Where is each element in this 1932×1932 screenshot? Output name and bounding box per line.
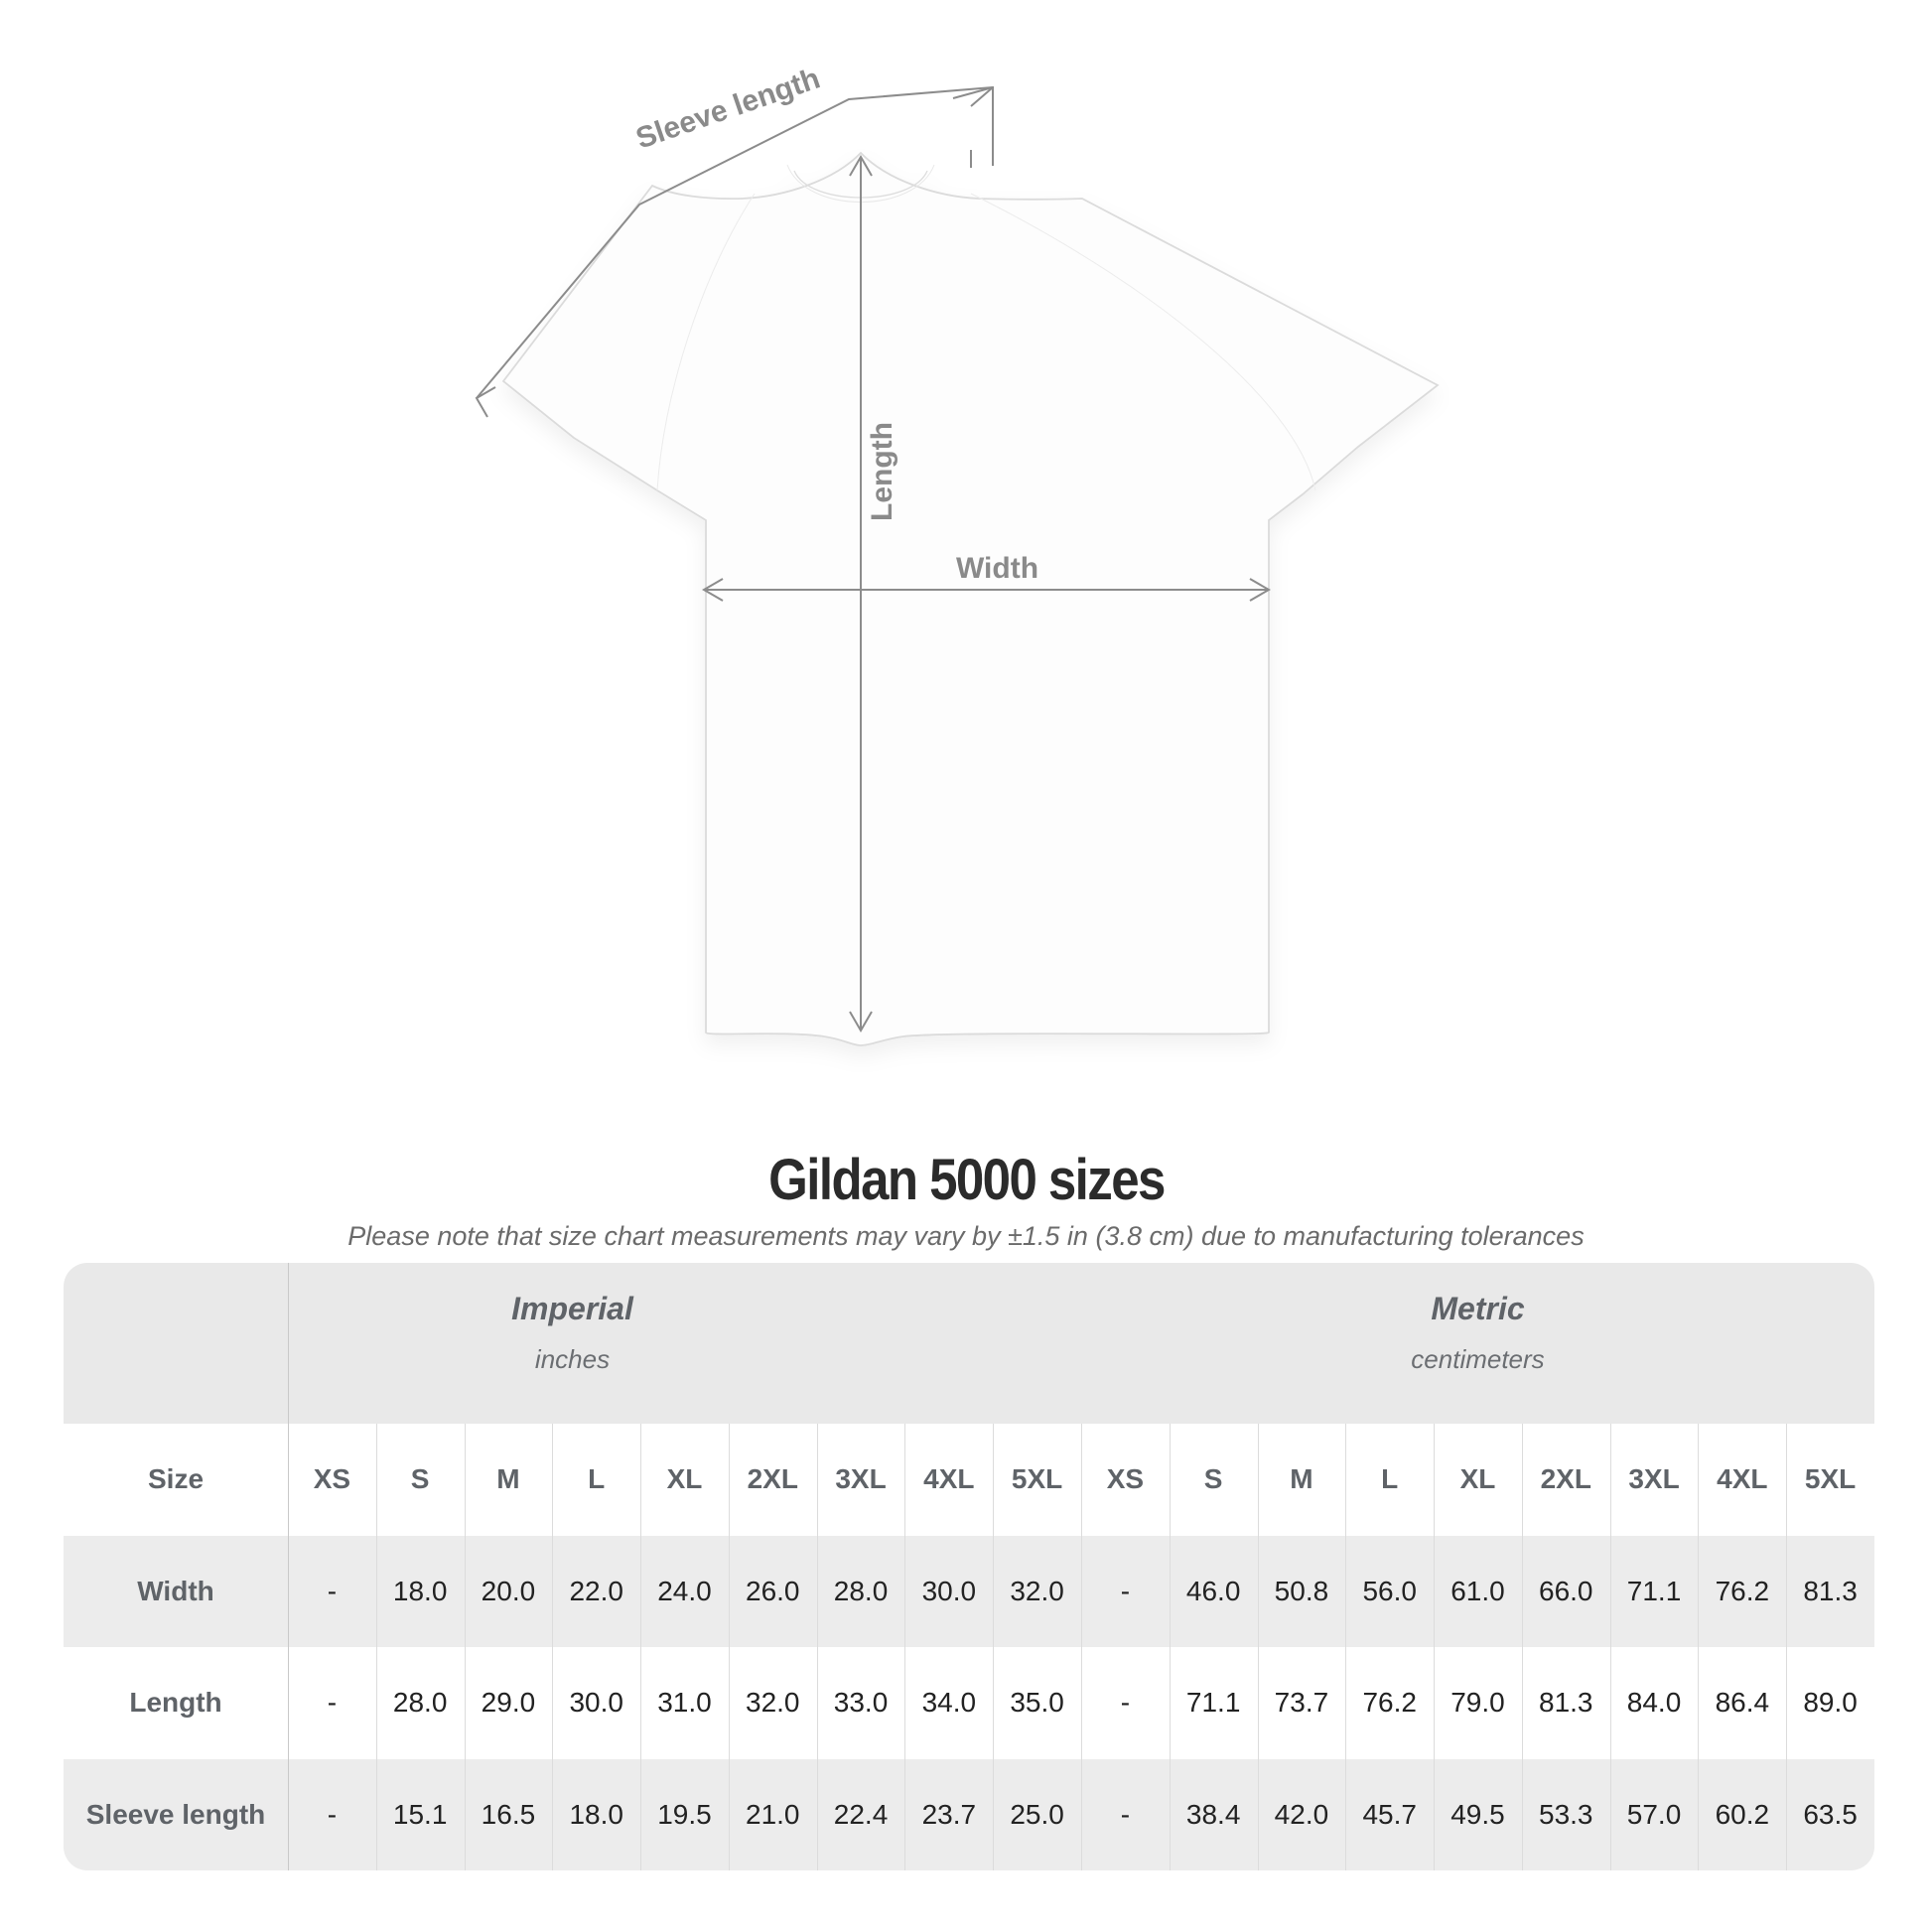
svg-text:Width: Width <box>956 552 1038 585</box>
svg-text:Length: Length <box>866 422 898 521</box>
svg-text:Sleeve length: Sleeve length <box>632 62 825 155</box>
